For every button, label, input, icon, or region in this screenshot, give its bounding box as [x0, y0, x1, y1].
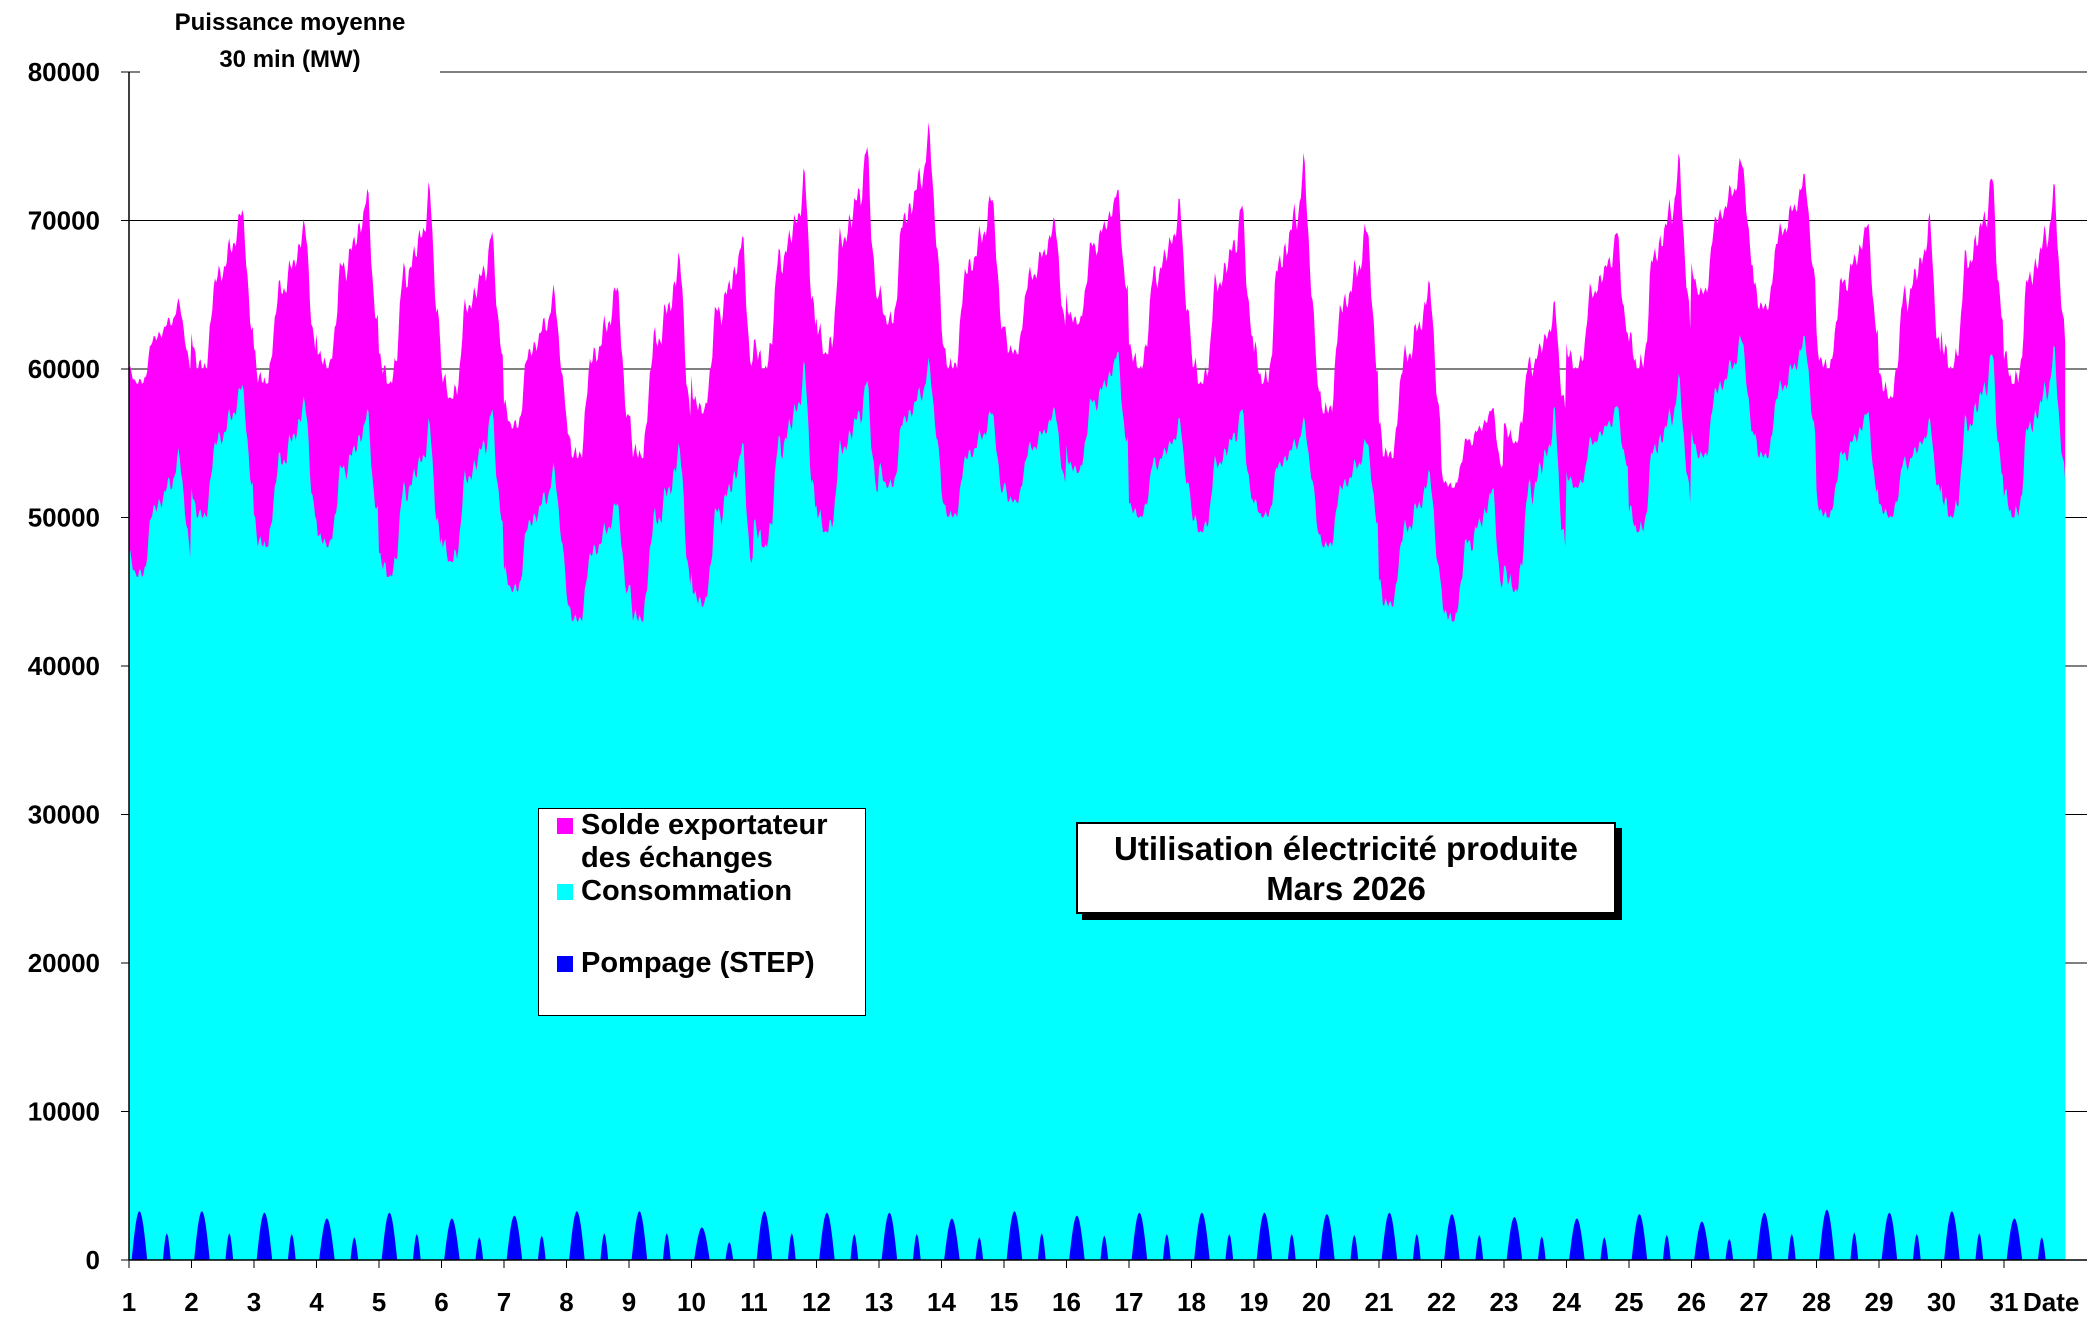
x-tick-label: 26 [1677, 1287, 1706, 1317]
legend-label-exports-line1: Solde exportateur [581, 809, 828, 841]
y-tick-label: 80000 [28, 57, 100, 87]
series-area-pompage [129, 1209, 2066, 1260]
x-tick-label: 30 [1927, 1287, 1956, 1317]
x-tick-label: 23 [1490, 1287, 1519, 1317]
x-tick-label: 22 [1427, 1287, 1456, 1317]
x-tick-label: 20 [1302, 1287, 1331, 1317]
x-tick-label: 3 [247, 1287, 261, 1317]
legend-swatch-exports [557, 818, 573, 834]
x-tick-label: 28 [1802, 1287, 1831, 1317]
y-tick-label: 50000 [28, 503, 100, 533]
y-tick-label: 40000 [28, 651, 100, 681]
x-axis-title: Date [2023, 1287, 2079, 1317]
x-tick-label: 6 [434, 1287, 448, 1317]
y-tick-label: 30000 [28, 800, 100, 830]
y-axis-title-line1: Puissance moyenne [175, 9, 406, 36]
y-axis-title-background [140, 0, 440, 78]
x-tick-label: 15 [990, 1287, 1019, 1317]
x-tick-label: 29 [1865, 1287, 1894, 1317]
x-tick-label: 21 [1365, 1287, 1394, 1317]
x-tick-label: 10 [677, 1287, 706, 1317]
x-tick-label: 9 [622, 1287, 636, 1317]
y-axis-title-line2: 30 min (MW) [219, 46, 360, 73]
legend-swatch-pumping [557, 956, 573, 972]
x-tick-label: 1 [122, 1287, 136, 1317]
plot-areas [129, 122, 2066, 1261]
legend-swatch-consumption [557, 884, 573, 900]
x-tick-label: 14 [927, 1287, 956, 1317]
x-tick-label: 13 [865, 1287, 894, 1317]
legend: Solde exportateur des échanges Consommat… [538, 808, 866, 1016]
x-tick-label: 8 [559, 1287, 573, 1317]
legend-label-pumping: Pompage (STEP) [581, 947, 815, 979]
y-tick-label: 70000 [28, 206, 100, 236]
series-area-consommation [129, 334, 2066, 1260]
x-tick-label: 27 [1740, 1287, 1769, 1317]
x-tick-label: 25 [1615, 1287, 1644, 1317]
x-tick-label: 11 [740, 1287, 768, 1317]
x-tick-label: 5 [372, 1287, 386, 1317]
x-tick-label: 19 [1240, 1287, 1269, 1317]
x-tick-label: 7 [497, 1287, 511, 1317]
x-tick-labels: 1 2 3 4 5 6 7 8 9 10 11 12 13 14 15 16 17 18 19 20 21 22 23 24 2… [122, 1260, 2019, 1317]
legend-item-pumping: Pompage (STEP) [557, 947, 815, 980]
x-tick-label: 4 [309, 1287, 324, 1317]
y-tick-labels: 0 10000 20000 30000 40000 50000 60000 70000 8000… [28, 57, 129, 1275]
x-tick-label: 16 [1052, 1287, 1081, 1317]
chart-subtitle: Mars 2026 [1266, 870, 1426, 907]
legend-item-consumption: Consommation [557, 875, 792, 908]
x-tick-label: 2 [184, 1287, 198, 1317]
legend-label-exports-line2: des échanges [581, 842, 773, 874]
y-tick-label: 0 [86, 1245, 100, 1275]
x-tick-label: 24 [1552, 1287, 1581, 1317]
x-tick-label: 12 [802, 1287, 831, 1317]
y-tick-label: 60000 [28, 354, 100, 384]
x-tick-label: 31 [1990, 1287, 2019, 1317]
x-tick-label: 17 [1115, 1287, 1144, 1317]
legend-label-consumption: Consommation [581, 875, 793, 907]
legend-item-exports: Solde exportateur des échanges [557, 809, 828, 875]
y-tick-label: 10000 [28, 1097, 100, 1127]
y-tick-label: 20000 [28, 948, 100, 978]
chart-title: Utilisation électricité produite [1114, 830, 1578, 867]
chart-title-box: Utilisation électricité produite Mars 20… [1076, 822, 1616, 914]
x-tick-label: 18 [1177, 1287, 1206, 1317]
